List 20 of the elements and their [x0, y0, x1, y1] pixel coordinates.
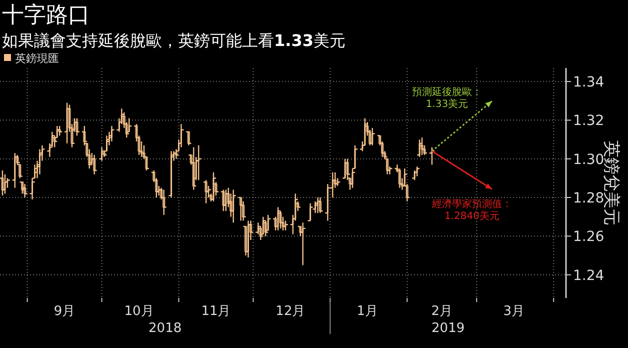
x-tick-label: 10月: [124, 304, 154, 319]
annotation: 預測延後脫歐：1.33美元: [412, 86, 482, 110]
y-tick-label: 1.32: [573, 113, 604, 130]
y-tick-label: 1.26: [573, 229, 604, 246]
text: 2019: [432, 321, 465, 336]
chart-subtitle: 如果議會支持延後脫歐，英鎊可能上看1.33美元: [2, 31, 346, 50]
x-tick-label: 3月: [503, 304, 525, 319]
legend-label: 英鎊現匯: [15, 52, 59, 65]
y-tick-label: 1.24: [573, 268, 604, 284]
y-tick-label: 1.28: [573, 190, 604, 206]
x-tick-label: 12月: [276, 304, 306, 319]
x-tick-label: 11月: [201, 304, 231, 319]
x-tick-label: 2月: [431, 304, 453, 319]
y-tick-label: 1.30: [573, 152, 604, 168]
chart-title: 十字路口: [2, 3, 90, 28]
y-tick-label: 1.34: [573, 74, 604, 91]
annotation: 經濟學家預測值：1.2840美元: [430, 198, 512, 222]
x-tick-label: 9月: [54, 304, 76, 319]
text: 2018: [148, 321, 182, 336]
x-tick-label: 1月: [356, 304, 378, 319]
